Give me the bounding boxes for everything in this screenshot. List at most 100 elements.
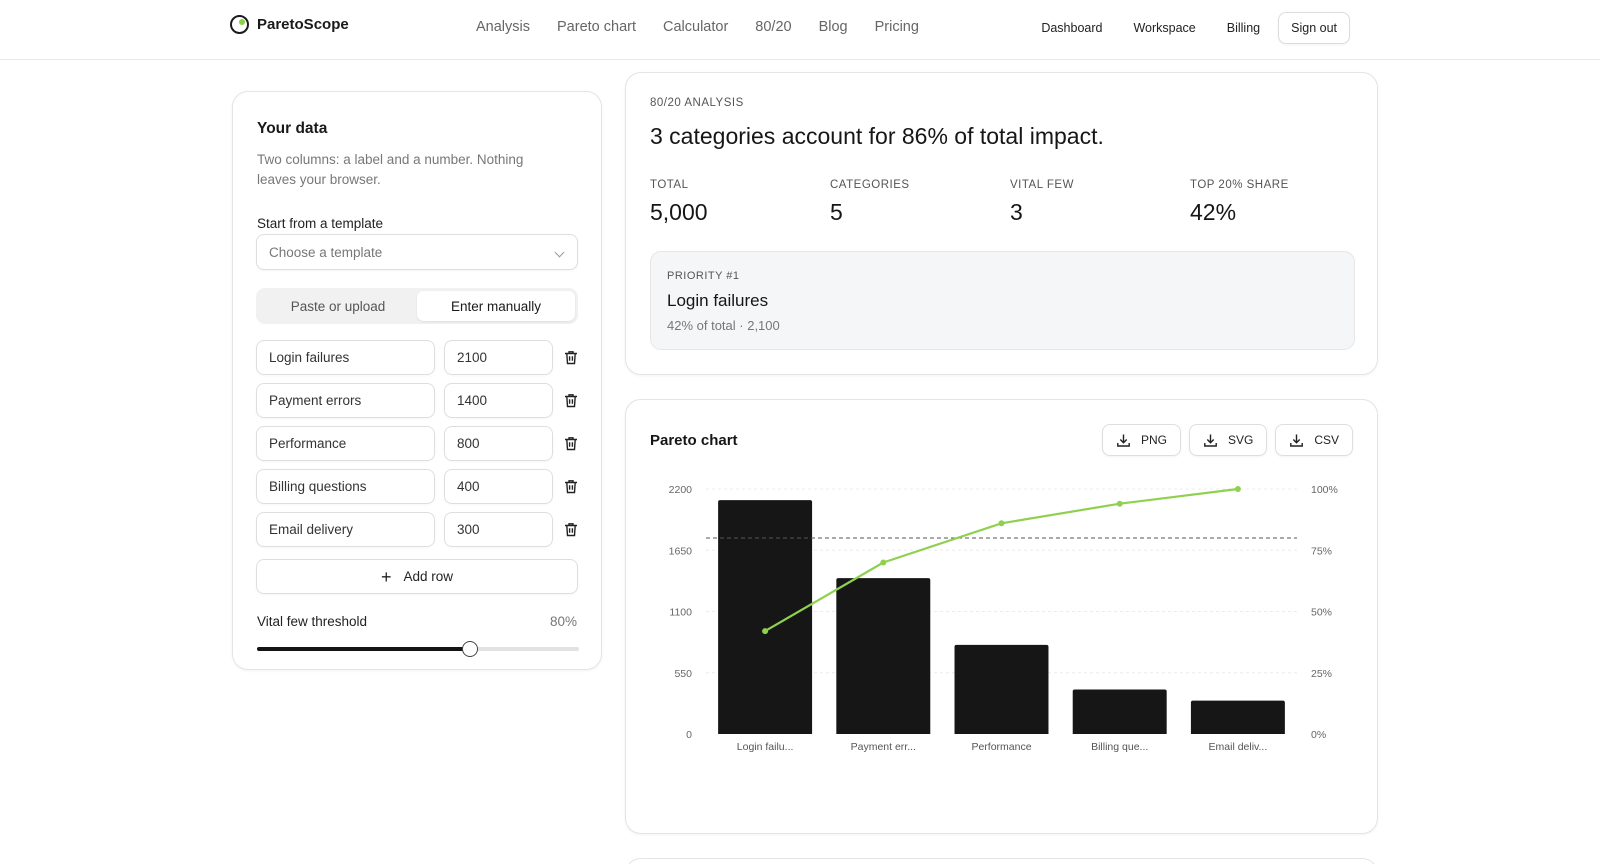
next-panel [625,858,1378,864]
cumulative-point [1116,500,1123,507]
nav-link-blog[interactable]: Blog [818,19,848,35]
nav-link-calculator[interactable]: Calculator [663,19,729,35]
stat-total: TOTAL 5,000 [650,179,830,226]
data-row: Email delivery 300 [256,512,579,547]
x-tick-label: Login failu... [737,741,794,753]
download-icon [1117,434,1130,447]
row-value-input[interactable]: 800 [444,426,553,461]
trash-icon[interactable] [563,393,579,409]
row-value-input[interactable]: 1400 [444,383,553,418]
chart-bar [954,644,1049,734]
mode-enter-manually[interactable]: Enter manually [417,291,575,321]
row-label-input[interactable]: Billing questions [256,469,435,504]
export-svg-button[interactable]: SVG [1188,424,1268,456]
nav-link-80-20[interactable]: 80/20 [755,19,792,35]
export-png-button[interactable]: PNG [1101,424,1181,456]
chart-bar [1190,700,1285,734]
x-tick-label: Billing que... [1091,741,1148,753]
trash-icon[interactable] [563,522,579,538]
account-nav: Dashboard Workspace Billing Sign out [1041,12,1350,44]
export-csv-button[interactable]: CSV [1275,424,1353,456]
pareto-chart-panel: 0 0% 550 25% 1100 50% 1650 75% 2200 100% Login fai… [625,399,1378,834]
plus-icon: + [380,566,392,587]
nav-link-analysis[interactable]: Analysis [476,19,530,35]
download-icon [1290,434,1304,447]
row-value-input[interactable]: 2100 [444,340,553,375]
y-tick-label: 2200 [669,484,693,496]
stat-value: 42% [1190,199,1237,225]
nav-link-dashboard[interactable]: Dashboard [1041,21,1103,35]
nav-link-workspace[interactable]: Workspace [1133,21,1196,35]
x-tick-label: Performance [971,741,1031,753]
template-select[interactable]: Choose a template [256,234,578,270]
stat-label: CATEGORIES [830,179,910,191]
data-input-panel: Your data Two columns: a label and a num… [232,91,602,670]
priority-title: Login failures [667,291,769,310]
data-row: Billing questions 400 [256,469,579,504]
row-label-input[interactable]: Performance [256,426,435,461]
brand-logo-icon [230,15,249,34]
sign-out-button[interactable]: Sign out [1278,12,1350,44]
chart-bar [836,578,931,734]
data-row: Payment errors 1400 [256,383,579,418]
stat-vital-few: VITAL FEW 3 [1010,179,1190,226]
data-row: Performance 800 [256,426,579,461]
row-value-input[interactable]: 400 [444,469,553,504]
row-label-input[interactable]: Payment errors [256,383,435,418]
cumulative-point [762,628,769,635]
data-panel-description: Two columns: a label and a number. Nothi… [257,152,524,187]
stat-value: 5 [830,199,843,225]
y-tick-label: 550 [674,668,692,680]
data-row: Login failures 2100 [256,340,579,375]
stat-value: 3 [1010,199,1023,225]
chevron-down-icon [554,247,565,258]
add-row-button[interactable]: + Add row [256,559,578,594]
stat-label: TOTAL [650,179,689,191]
row-label-input[interactable]: Login failures [256,340,435,375]
y2-tick-label: 0% [1311,729,1326,741]
x-tick-label: Payment err... [851,741,916,753]
y-tick-label: 1100 [669,607,692,619]
data-rows: Login failures 2100 Payment errors 1400 … [256,340,579,555]
chart-title: Pareto chart [650,432,738,449]
stat-value: 5,000 [650,199,708,225]
slider-thumb[interactable] [461,641,478,657]
row-label-input[interactable]: Email delivery [256,512,435,547]
chart-bar [1072,689,1167,734]
x-tick-label: Email deliv... [1209,741,1268,753]
template-select-placeholder: Choose a template [269,244,383,260]
brand-name: ParetoScope [257,16,349,33]
priority-subtitle: 42% of total · 2,100 [667,318,780,333]
nav-link-pareto-chart[interactable]: Pareto chart [557,19,636,35]
y2-tick-label: 100% [1311,484,1338,496]
trash-icon[interactable] [563,350,579,366]
row-value-input[interactable]: 300 [444,512,553,547]
cumulative-point [1234,486,1241,492]
nav-link-billing[interactable]: Billing [1226,21,1261,35]
y-tick-label: 1650 [669,545,693,557]
export-buttons: PNG SVG CSV [1101,424,1353,456]
add-row-label: Add row [403,569,454,584]
export-svg-label: SVG [1227,433,1254,447]
export-csv-label: CSV [1314,433,1339,447]
threshold-slider[interactable] [257,641,579,657]
y2-tick-label: 50% [1311,607,1332,619]
main-nav: Analysis Pareto chart Calculator 80/20 B… [476,19,919,35]
stat-categories: CATEGORIES 5 [830,179,1010,226]
nav-link-pricing[interactable]: Pricing [874,19,919,35]
y-tick-label: 0 [686,729,692,741]
priority-eyebrow: PRIORITY #1 [667,270,740,282]
brand[interactable]: ParetoScope [230,15,349,34]
analysis-summary-panel: 80/20 ANALYSIS 3 categories account for … [625,72,1378,375]
analysis-headline: 3 categories account for 86% of total im… [650,123,1104,149]
y2-tick-label: 25% [1311,668,1332,680]
stat-top-share: TOP 20% SHARE 42% [1190,179,1370,226]
analysis-eyebrow: 80/20 ANALYSIS [650,97,744,109]
trash-icon[interactable] [563,436,579,452]
export-png-label: PNG [1140,433,1167,447]
threshold-label: Vital few threshold [257,614,368,629]
mode-paste-upload[interactable]: Paste or upload [290,298,386,314]
stat-label: TOP 20% SHARE [1190,179,1289,191]
trash-icon[interactable] [563,479,579,495]
input-mode-toggle: Paste or upload Enter manually [256,288,578,324]
